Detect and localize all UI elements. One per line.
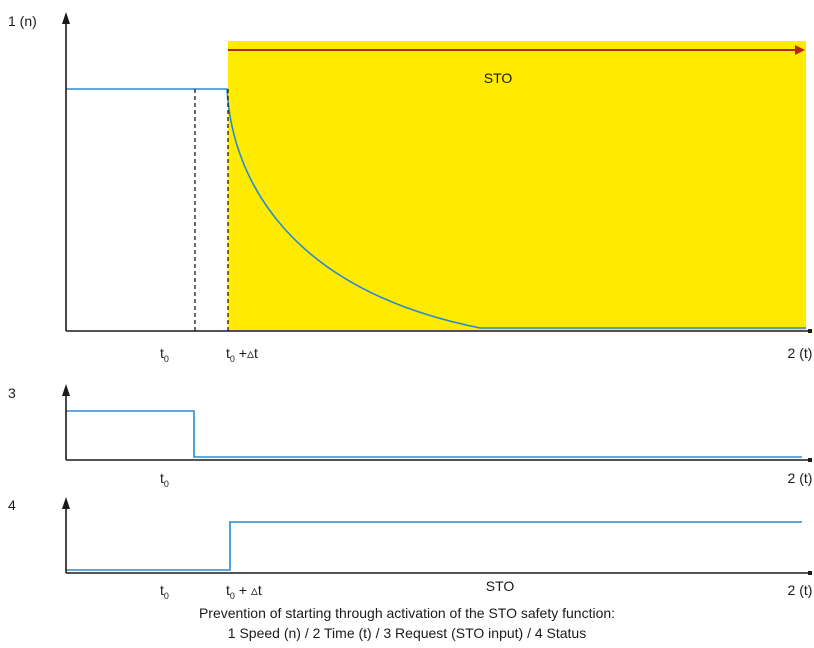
plot3-x-axis-end [808, 458, 812, 462]
plot4-y-label: 4 [8, 497, 16, 513]
request-signal [66, 410, 802, 458]
plot3-y-label: 3 [8, 385, 16, 401]
sto-active-area [228, 41, 806, 330]
plot3-x-label: 2 (t) [788, 470, 813, 486]
plot1-x-axis-end [808, 329, 812, 333]
plot1-t0-label: t0 [160, 345, 169, 364]
plot4-y-axis-arrow-icon [62, 497, 70, 509]
caption-line-1: Prevention of starting through activatio… [198, 605, 616, 621]
plot1-x-label: 2 (t) [788, 345, 813, 361]
plot4-t0-dt-label: t0 + ▵t [226, 582, 262, 601]
plot4-sto-label: STO [486, 578, 515, 594]
plot1-t0-dt-label: t0 +▵t [226, 345, 258, 364]
plot1-y-axis-arrow-icon [62, 12, 70, 24]
plot4-x-label: 2 (t) [788, 582, 813, 598]
plot4-x-axis-end [808, 571, 812, 575]
caption-line-2: 1 Speed (n) / 2 Time (t) / 3 Request (ST… [227, 625, 587, 641]
plot4-t0-label: t0 [160, 582, 169, 601]
plot3-y-axis-arrow-icon [62, 384, 70, 396]
sto-area-label: STO [484, 70, 513, 86]
speed-curve [66, 88, 806, 329]
plot1-y-label: 1 (n) [8, 13, 37, 29]
plot3-t0-label: t0 [160, 470, 169, 489]
status-signal [66, 521, 802, 571]
